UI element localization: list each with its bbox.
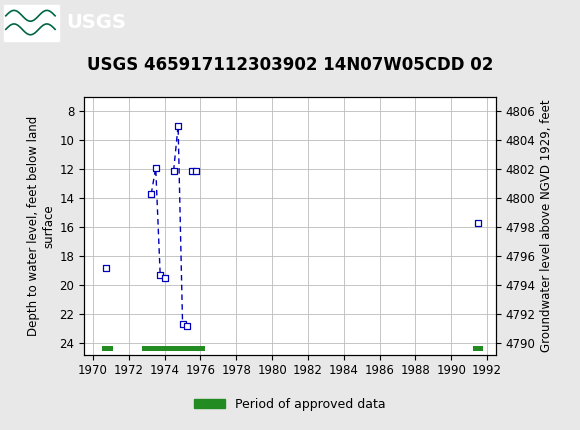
Point xyxy=(178,321,187,328)
Point xyxy=(160,274,169,281)
Point xyxy=(173,122,183,129)
Legend: Period of approved data: Period of approved data xyxy=(189,393,391,416)
Y-axis label: Groundwater level above NGVD 1929, feet: Groundwater level above NGVD 1929, feet xyxy=(540,99,553,352)
Bar xyxy=(102,347,113,351)
Point xyxy=(473,219,483,226)
Point xyxy=(102,264,111,271)
Point xyxy=(191,167,201,174)
Text: USGS: USGS xyxy=(67,13,126,32)
Text: USGS 465917112303902 14N07W05CDD 02: USGS 465917112303902 14N07W05CDD 02 xyxy=(87,55,493,74)
Point xyxy=(147,190,156,197)
Point xyxy=(187,167,196,174)
Point xyxy=(183,322,192,329)
FancyBboxPatch shape xyxy=(4,4,59,41)
Bar xyxy=(142,347,205,351)
Bar xyxy=(473,347,483,351)
Point xyxy=(151,164,160,171)
Point xyxy=(169,167,178,174)
Point xyxy=(155,272,165,279)
Y-axis label: Depth to water level, feet below land
surface: Depth to water level, feet below land su… xyxy=(27,116,55,336)
